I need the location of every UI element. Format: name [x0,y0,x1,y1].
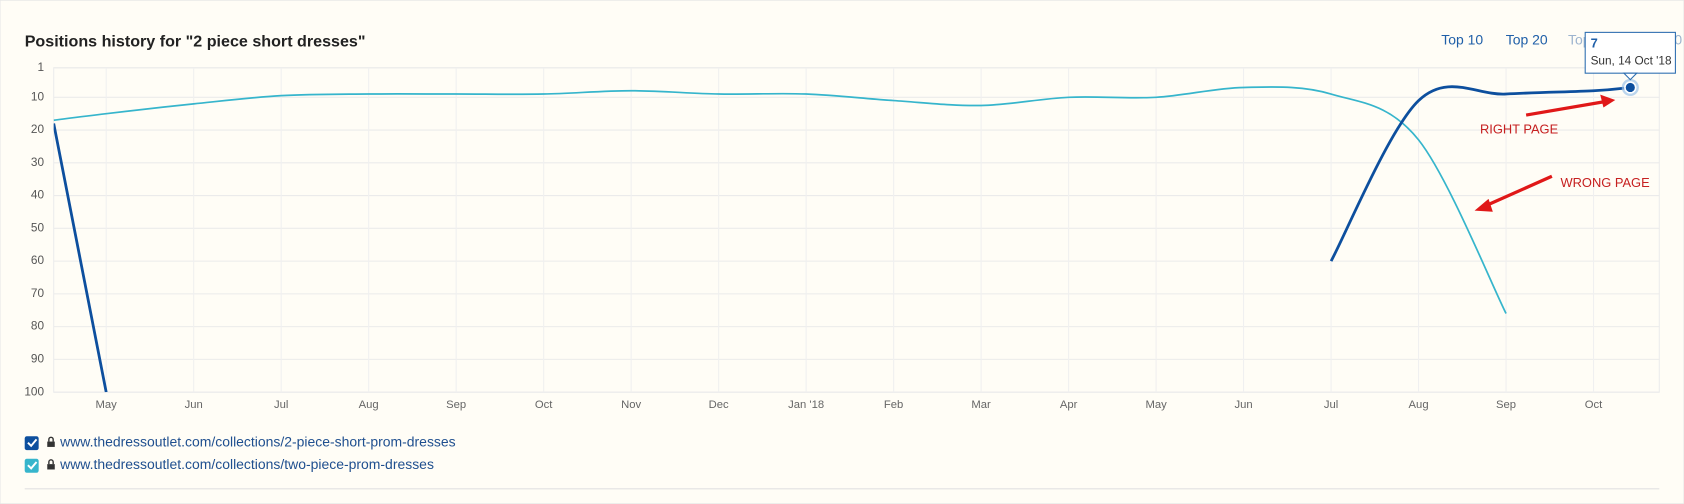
chart-title: Positions history for "2 piece short dre… [25,32,366,50]
legend-checkbox[interactable] [24,436,39,451]
x-tick-label: Jan '18 [788,399,824,411]
lock-body [47,464,55,470]
legend-checkbox[interactable] [24,458,39,473]
x-tick-label: Dec [709,399,729,411]
tooltip-value: 7 [1591,36,1598,51]
y-tick-label: 40 [31,188,45,202]
lock-shackle [48,459,54,465]
annotation-arrow [1525,99,1609,117]
x-tick-label: Nov [621,399,641,411]
annotation: WRONG PAGE [1560,175,1650,190]
x-tick-label: Oct [535,399,553,411]
x-tick-label: Jul [274,399,288,411]
x-tick-label: Aug [1409,399,1429,411]
y-tick-label: 20 [31,122,45,136]
x-tick-label: Aug [359,399,379,411]
x-tick-label: May [1145,399,1167,411]
y-tick-label: 30 [31,155,45,169]
range-button[interactable]: Top 20 [1506,32,1548,48]
check-mark [27,461,38,470]
legend-label[interactable]: www.thedressoutlet.com/collections/two-p… [59,456,434,472]
y-tick-label: 90 [31,352,45,366]
y-tick-label: 100 [24,384,44,398]
y-tick-label: 1 [37,60,44,74]
y-tick-label: 10 [31,89,45,103]
check-mark [27,438,38,448]
tooltip-arrow [1622,72,1639,81]
x-tick-label: May [96,399,118,411]
x-tick-label: Sep [446,399,466,411]
x-tick-label: Oct [1585,399,1603,411]
lock-body [47,441,55,447]
highlight-point [1624,81,1637,94]
x-tick-label: Jun [1235,399,1253,411]
y-tick-label: 70 [31,286,45,300]
arrow-head [1600,94,1616,108]
x-tick-label: Apr [1060,399,1078,411]
annotation-arrow [1483,174,1553,208]
x-tick-label: Jun [185,399,203,411]
x-tick-label: Feb [884,399,903,411]
legend-label[interactable]: www.thedressoutlet.com/collections/2-pie… [59,433,456,449]
tooltip-box [1584,31,1676,74]
annotation: RIGHT PAGE [1480,122,1559,137]
arrow-head [1474,198,1493,212]
x-tick-label: Mar [971,399,991,411]
y-tick-label: 80 [31,319,45,333]
range-button[interactable]: Top 10 [1441,32,1483,48]
lock-shackle [48,436,54,442]
x-tick-label: Sep [1496,399,1516,411]
x-tick-label: Jul [1324,399,1338,411]
tooltip-date: Sun, 14 Oct '18 [1591,53,1672,67]
y-tick-label: 60 [31,253,45,267]
y-tick-label: 50 [31,220,45,234]
series-line [53,85,1631,393]
series-line [53,86,1507,314]
